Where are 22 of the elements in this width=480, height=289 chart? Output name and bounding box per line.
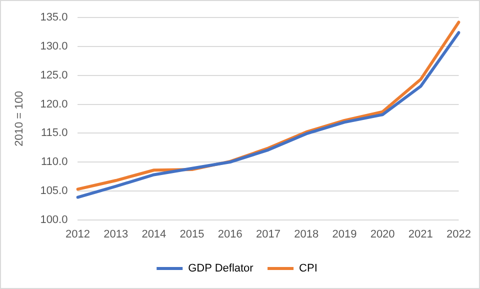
- y-axis-title: 2010 = 100: [14, 91, 26, 146]
- legend-label: CPI: [299, 262, 318, 275]
- y-tick-label: 100.0: [40, 214, 68, 226]
- x-tick-label: 2013: [104, 228, 128, 240]
- x-tick-label: 2012: [65, 228, 90, 240]
- x-tick-label: 2021: [408, 228, 433, 240]
- y-tick-label: 135.0: [40, 12, 68, 24]
- x-tick-label: 2018: [294, 228, 319, 240]
- y-tick-label: 125.0: [40, 69, 68, 82]
- x-tick-label: 2015: [180, 228, 204, 240]
- x-tick-label: 2014: [142, 228, 166, 240]
- y-tick-label: 130.0: [40, 40, 68, 53]
- legend-label: GDP Deflator: [188, 262, 254, 275]
- x-tick-label: 2019: [332, 228, 357, 240]
- x-tick-label: 2022: [446, 228, 472, 240]
- x-tick-label: 2017: [256, 228, 280, 240]
- y-tick-label: 120.0: [40, 98, 68, 110]
- x-tick-label: 2020: [370, 228, 395, 240]
- y-tick-label: 115.0: [41, 127, 68, 140]
- y-tick-label: 105.0: [40, 184, 68, 197]
- y-tick-label: 110.0: [41, 156, 68, 168]
- x-tick-label: 2016: [218, 228, 242, 240]
